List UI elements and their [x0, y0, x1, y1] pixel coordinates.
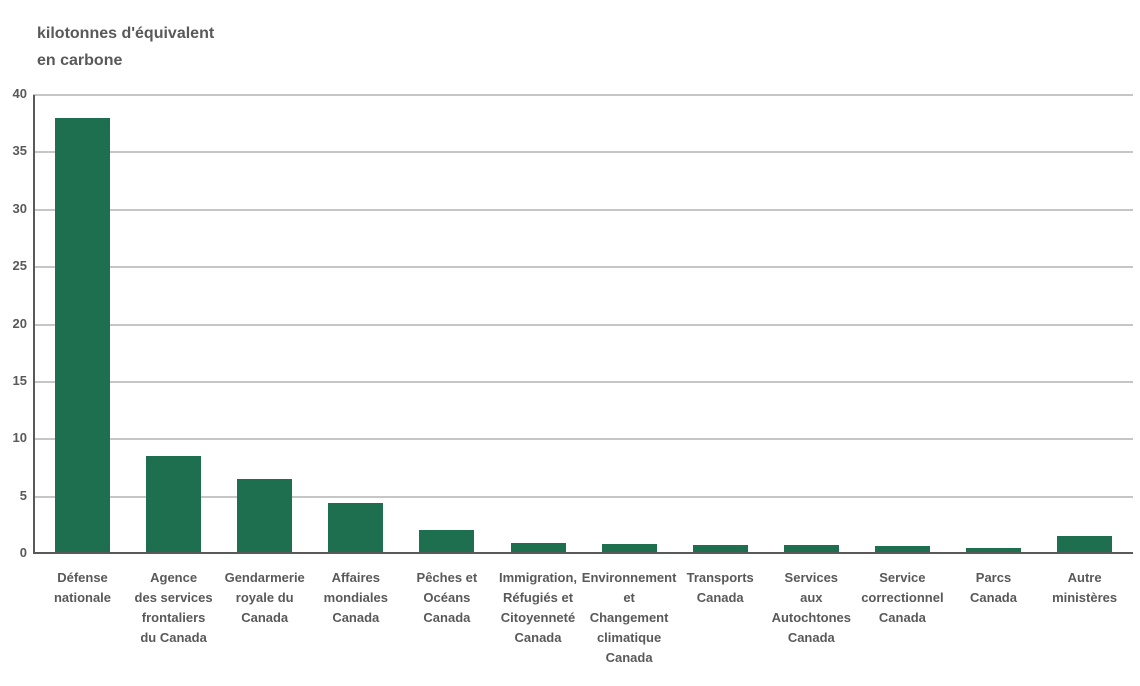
y-axis-tick-label: 15	[12, 372, 27, 388]
x-axis-line	[33, 552, 1133, 554]
bar-3	[237, 478, 293, 552]
gridline	[33, 94, 1133, 96]
bar-8	[692, 545, 748, 552]
y-axis-tick-label: 0	[19, 545, 27, 560]
bar-11	[966, 547, 1021, 552]
y-axis-tick-label: 10	[12, 430, 27, 446]
x-axis-label: Pêches et Océans Canada	[416, 570, 478, 625]
chart-title-line-2: en carbone	[37, 52, 123, 69]
y-axis-tick-label: 30	[12, 200, 27, 216]
y-axis-tick-label: 25	[12, 258, 27, 274]
x-axis-label: Agence des services frontaliers du Canad…	[134, 570, 213, 645]
x-axis-label: Services aux Autochtones Canada	[771, 570, 852, 645]
x-axis-label: Parcs Canada	[970, 570, 1017, 605]
bar-1	[55, 118, 110, 552]
y-axis-tick-label: 5	[19, 487, 27, 503]
chart-title-line-1: kilotonnes d'équivalent	[37, 25, 215, 42]
x-axis-label: Défense nationale	[53, 570, 112, 605]
chart-title: kilotonnes d'équivalent en carbone	[37, 20, 214, 74]
gridline	[33, 266, 1133, 269]
plot-area	[33, 94, 1133, 554]
y-axis-tick-label: 35	[12, 143, 27, 159]
y-axis-line	[33, 95, 35, 554]
gridline	[33, 151, 1133, 154]
gridline	[33, 208, 1133, 211]
x-axis-label: Service correctionnel Canada	[861, 570, 944, 625]
x-axis-label: Environnement et Changement climatique C…	[581, 570, 677, 665]
gridline	[33, 438, 1133, 441]
bar-2	[146, 455, 202, 552]
bar-4	[328, 502, 384, 552]
bar-9	[783, 545, 839, 552]
x-axis-label: Gendarmerie royale du Canada	[224, 570, 305, 625]
bar-7	[601, 543, 657, 552]
bar-10	[874, 546, 930, 552]
y-axis-tick-label: 40	[12, 86, 27, 101]
gridline	[33, 495, 1133, 498]
x-axis-label: Autre ministères	[1052, 570, 1118, 605]
bar-6	[510, 542, 566, 552]
x-axis-label: Transports Canada	[686, 570, 754, 605]
gridline	[33, 380, 1133, 383]
x-axis-label: Affaires mondiales Canada	[323, 570, 388, 625]
bar-12	[1057, 535, 1113, 552]
bar-5	[419, 530, 475, 552]
y-axis-tick-label: 20	[12, 315, 27, 331]
x-axis-label: Immigration, Réfugiés et Citoyenneté Can…	[498, 570, 577, 645]
gridline	[33, 323, 1133, 326]
